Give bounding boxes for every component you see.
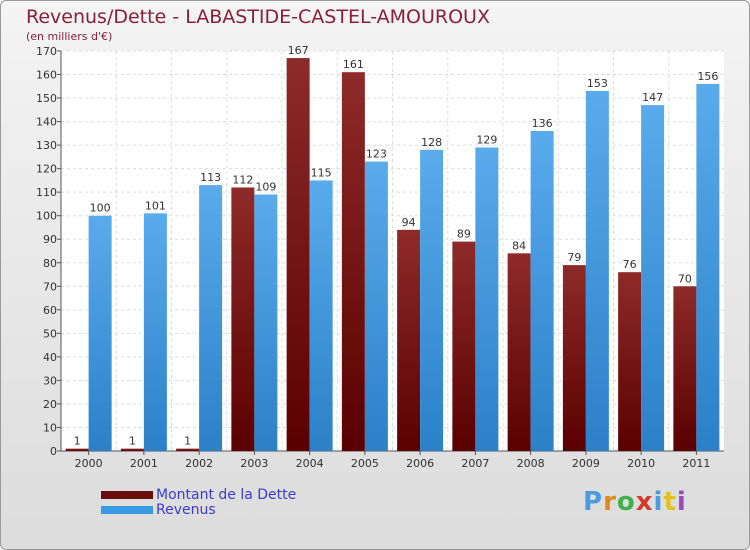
data-label-dette: 1 — [74, 435, 81, 448]
x-tick-label: 2008 — [517, 457, 545, 470]
logo-letter: r — [603, 487, 617, 517]
logo-letter: o — [616, 487, 636, 517]
y-tick-label: 70 — [43, 280, 57, 293]
legend-swatch-revenus — [101, 506, 153, 514]
x-tick-label: 2002 — [185, 457, 213, 470]
data-label-revenus: 100 — [90, 202, 111, 215]
bar-dette — [562, 265, 586, 451]
data-label-dette: 167 — [288, 44, 309, 57]
legend-label-revenus: Revenus — [156, 502, 216, 518]
x-tick-label: 2000 — [75, 457, 103, 470]
bar-revenus — [530, 131, 554, 451]
data-label-revenus: 153 — [587, 77, 608, 90]
bar-dette — [286, 58, 310, 451]
data-label-dette: 1 — [129, 435, 136, 448]
bar-dette — [452, 241, 476, 451]
data-label-dette: 1 — [184, 435, 191, 448]
data-label-dette: 76 — [623, 258, 637, 271]
y-tick-label: 150 — [36, 92, 57, 105]
bar-revenus — [254, 194, 278, 451]
data-label-dette: 112 — [232, 173, 253, 186]
chart-title: Revenus/Dette - LABASTIDE-CASTEL-AMOUROU… — [26, 6, 490, 28]
bar-revenus — [199, 185, 223, 451]
y-tick-label: 120 — [36, 163, 57, 176]
bar-dette — [176, 448, 200, 451]
y-tick-label: 90 — [43, 233, 57, 246]
y-tick-label: 170 — [36, 45, 57, 58]
data-label-dette: 84 — [512, 239, 526, 252]
logo-letter: x — [635, 487, 654, 517]
chart-subtitle: (en milliers d'€) — [26, 30, 113, 43]
data-label-dette: 94 — [402, 216, 416, 229]
bar-dette — [507, 253, 531, 451]
y-tick-label: 0 — [50, 445, 57, 458]
grid — [61, 50, 724, 452]
y-tick-label: 140 — [36, 116, 57, 129]
data-label-revenus: 109 — [255, 181, 276, 194]
logo-letter: i — [653, 487, 664, 517]
x-tick-label: 2011 — [682, 457, 710, 470]
bar-dette — [397, 229, 421, 451]
bar-dette — [673, 286, 697, 451]
data-label-dette: 70 — [678, 272, 692, 285]
bar-revenus — [420, 149, 444, 451]
data-label-revenus: 136 — [532, 117, 553, 130]
x-tick-label: 2006 — [406, 457, 434, 470]
y-tick-label: 60 — [43, 304, 57, 317]
bar-revenus — [143, 213, 167, 451]
x-tick-label: 2001 — [130, 457, 158, 470]
data-label-revenus: 115 — [311, 166, 332, 179]
x-tick-label: 2005 — [351, 457, 379, 470]
y-tick-label: 50 — [43, 327, 57, 340]
logo-letter: t — [663, 487, 677, 517]
legend-label-dette: Montant de la Dette — [156, 487, 297, 503]
bar-revenus — [475, 147, 499, 451]
bar-revenus — [641, 105, 665, 451]
y-tick-label: 80 — [43, 257, 57, 270]
bar-dette — [341, 72, 365, 452]
axes: 0 10 20 30 40 50 60 70 80 90 100 110 120 130 140 150 160… — [36, 45, 724, 470]
bar-dette — [120, 448, 144, 451]
y-tick-label: 10 — [43, 421, 57, 434]
data-label-revenus: 156 — [697, 70, 718, 83]
data-label-revenus: 113 — [200, 171, 221, 184]
proxiti-logo: Proxiti — [583, 487, 687, 517]
data-label-revenus: 123 — [366, 148, 387, 161]
bar-revenus — [88, 215, 112, 451]
bar-revenus — [309, 180, 333, 452]
data-label-revenus: 147 — [642, 91, 663, 104]
x-tick-label: 2004 — [296, 457, 324, 470]
y-tick-label: 100 — [36, 210, 57, 223]
data-label-dette: 79 — [567, 251, 581, 264]
y-tick-label: 30 — [43, 374, 57, 387]
data-label-revenus: 129 — [476, 133, 497, 146]
y-tick-label: 130 — [36, 139, 57, 152]
data-label-dette: 89 — [457, 228, 471, 241]
bar-revenus — [696, 83, 720, 452]
y-tick-label: 40 — [43, 351, 57, 364]
bar-dette — [65, 448, 89, 451]
logo-letter: P — [583, 487, 604, 517]
x-tick-label: 2007 — [461, 457, 489, 470]
data-label-dette: 161 — [343, 58, 364, 71]
y-tick-label: 160 — [36, 69, 57, 82]
bar-dette — [231, 187, 255, 451]
x-tick-label: 2009 — [572, 457, 600, 470]
y-tick-label: 110 — [36, 186, 57, 199]
x-tick-label: 2010 — [627, 457, 655, 470]
x-tick-label: 2003 — [240, 457, 268, 470]
bar-dette — [618, 272, 642, 451]
data-label-revenus: 101 — [145, 199, 166, 212]
y-tick-label: 20 — [43, 398, 57, 411]
data-label-revenus: 128 — [421, 136, 442, 149]
legend-swatch-dette — [101, 491, 153, 499]
bars — [65, 58, 720, 452]
bar-revenus — [585, 91, 609, 451]
logo-letter: i — [676, 487, 687, 517]
bar-revenus — [364, 161, 388, 451]
